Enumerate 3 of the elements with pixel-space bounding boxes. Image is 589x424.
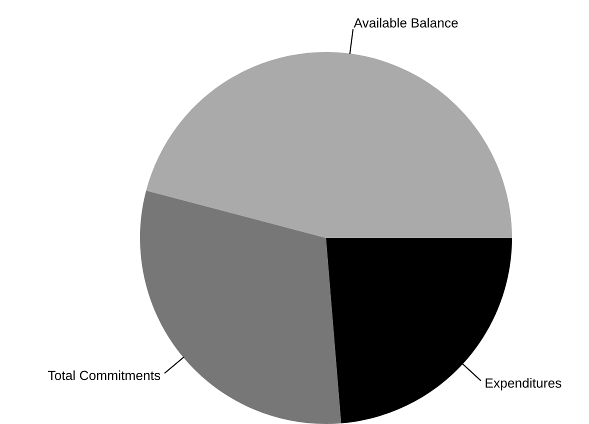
slice-label: Available Balance bbox=[354, 18, 458, 28]
slice-label: Expenditures bbox=[486, 378, 562, 390]
slice-label: Total Commitments bbox=[48, 370, 160, 380]
